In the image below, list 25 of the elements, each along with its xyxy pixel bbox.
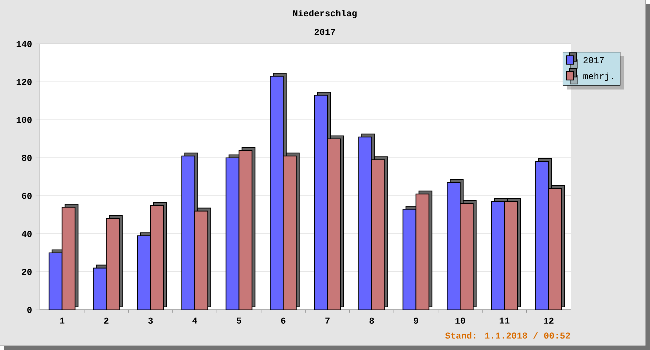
x-tick-label: 9: [414, 318, 418, 324]
chart-title: Niederschlag: [293, 10, 357, 18]
y-tick-label: 140: [16, 41, 32, 48]
y-tick-label: 0: [28, 307, 32, 314]
x-tick-label: 4: [192, 318, 198, 324]
x-tick-label: 10: [456, 318, 466, 324]
x-tick-label: 3: [148, 318, 154, 324]
text: Stand: 1.1.2018 / 00:52: [445, 332, 570, 339]
x-tick-label: 8: [370, 318, 374, 324]
y-tick-label: 60: [22, 193, 32, 200]
x-tick-label: 6: [281, 318, 286, 324]
y-tick-label: 120: [16, 79, 32, 86]
x-tick-label: 7: [326, 318, 330, 324]
legend-label: 2017: [584, 57, 604, 64]
x-tick-label: 12: [544, 318, 554, 324]
x-tick-label: 2: [104, 318, 109, 324]
y-tick-label: 100: [16, 117, 32, 124]
x-tick-label: 11: [500, 318, 510, 324]
y-tick-label: 40: [22, 231, 32, 238]
y-tick-label: 80: [22, 155, 32, 162]
chart-subtitle: 2017: [314, 29, 336, 36]
x-tick-label: 1: [60, 318, 65, 324]
legend-label: mehrj.: [584, 72, 614, 82]
x-tick-label: 5: [237, 318, 242, 324]
y-tick-label: 20: [22, 269, 32, 276]
